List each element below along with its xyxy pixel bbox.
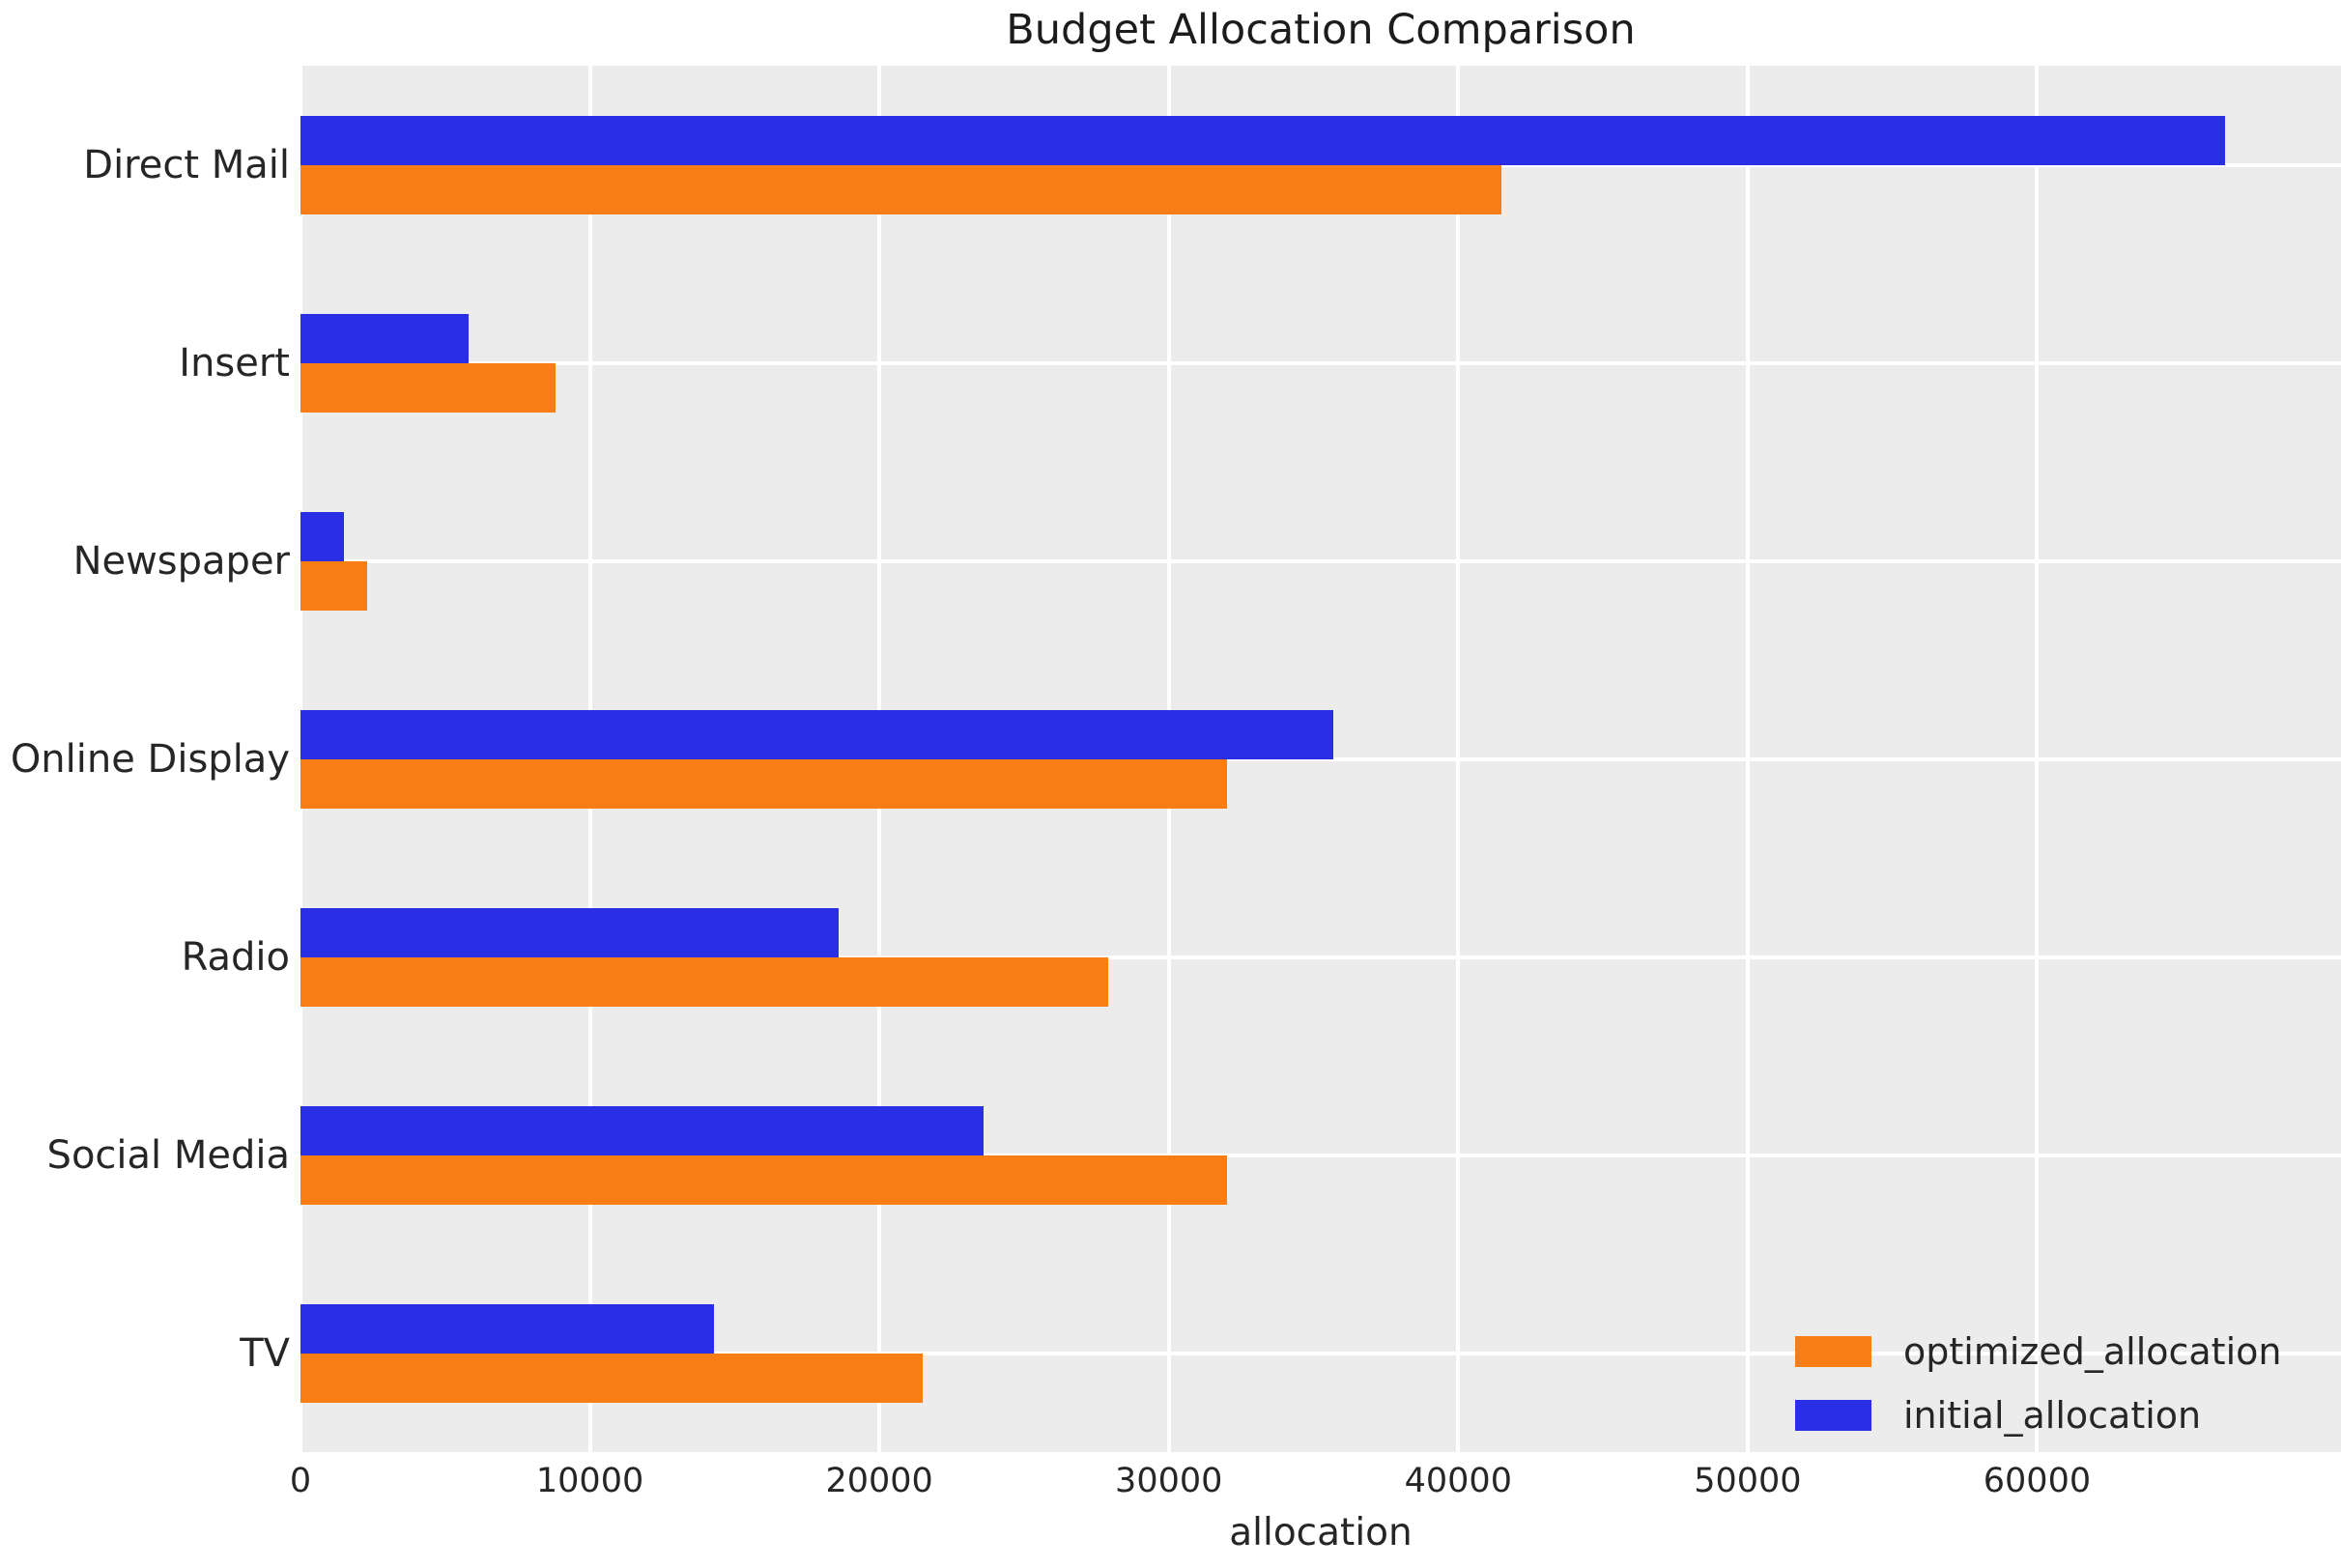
x-tick-label-20000: 20000 [825, 1462, 933, 1500]
category-label-radio: Radio [181, 934, 290, 980]
bar-optimized-allocation-insert [300, 362, 556, 413]
bar-optimized-allocation-tv [300, 1353, 924, 1403]
bar-optimized-allocation-social-media [300, 1155, 1227, 1205]
bar-optimized-allocation-direct-mail [300, 164, 1502, 214]
category-label-newspaper: Newspaper [72, 538, 290, 584]
chart-title: Budget Allocation Comparison [1006, 6, 1636, 54]
gridline-y-online-display [300, 756, 2341, 761]
bar-initial-allocation-radio [300, 907, 840, 957]
legend: optimized_allocation initial_allocation [1795, 1320, 2281, 1447]
gridline-y-tv [300, 1351, 2341, 1355]
x-axis-label: allocation [1229, 1511, 1413, 1554]
legend-item-optimized-allocation: optimized_allocation [1795, 1320, 2281, 1383]
bar-initial-allocation-tv [300, 1303, 715, 1354]
legend-swatch-initial-allocation [1795, 1400, 1871, 1431]
plot-area [299, 66, 2341, 1452]
x-tick-label-0: 0 [289, 1462, 312, 1500]
gridline-y-social-media [300, 1153, 2341, 1157]
category-label-social-media: Social Media [46, 1132, 290, 1178]
x-tick-label-30000: 30000 [1115, 1462, 1223, 1500]
bar-initial-allocation-newspaper [300, 511, 344, 561]
x-tick-label-10000: 10000 [535, 1462, 644, 1500]
bar-initial-allocation-insert [300, 313, 469, 363]
bar-initial-allocation-direct-mail [300, 115, 2226, 165]
legend-label-initial-allocation: initial_allocation [1903, 1394, 2202, 1437]
category-label-tv: TV [240, 1330, 290, 1376]
legend-label-optimized-allocation: optimized_allocation [1903, 1330, 2282, 1373]
bar-initial-allocation-online-display [300, 709, 1334, 759]
gridline-y-newspaper [300, 558, 2341, 563]
legend-swatch-optimized-allocation [1795, 1336, 1871, 1367]
x-tick-label-40000: 40000 [1404, 1462, 1512, 1500]
bar-optimized-allocation-radio [300, 956, 1108, 1007]
category-label-direct-mail: Direct Mail [83, 142, 290, 187]
category-label-online-display: Online Display [10, 736, 290, 782]
gridline-y-insert [300, 360, 2341, 365]
bar-initial-allocation-social-media [300, 1105, 984, 1155]
legend-item-initial-allocation: initial_allocation [1795, 1383, 2281, 1447]
bar-optimized-allocation-newspaper [300, 560, 367, 611]
category-label-insert: Insert [179, 340, 290, 385]
x-tick-label-60000: 60000 [1983, 1462, 2092, 1500]
x-tick-label-50000: 50000 [1694, 1462, 1802, 1500]
gridline-y-radio [300, 955, 2341, 959]
bar-optimized-allocation-online-display [300, 758, 1227, 809]
